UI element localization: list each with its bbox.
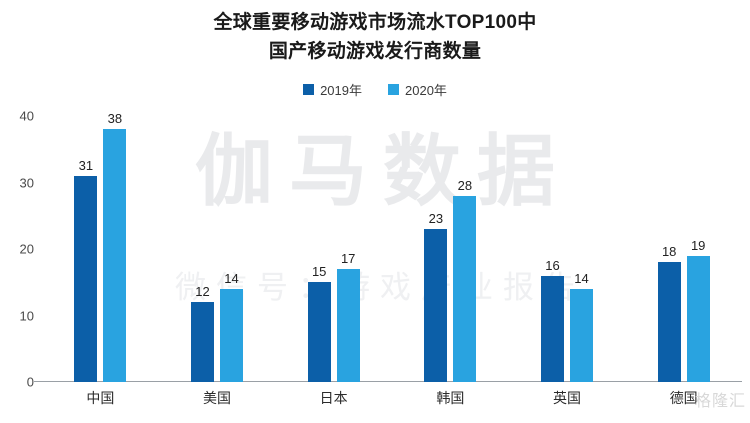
chart-title: 全球重要移动游戏市场流水TOP100中 国产移动游戏发行商数量 [0, 8, 750, 66]
bar-column[interactable]: 28 [453, 116, 477, 382]
bar-column[interactable]: 15 [307, 116, 331, 382]
bar-column[interactable]: 14 [570, 116, 594, 382]
bar-column[interactable]: 23 [424, 116, 448, 382]
bar[interactable] [453, 195, 477, 382]
bar[interactable] [307, 282, 331, 382]
x-tick-label: 日本 [319, 390, 348, 406]
legend-item-2020: 2020年 [388, 80, 447, 99]
plot-area: 31 38 12 14 15 17 23 28 16 14 18 19 [34, 111, 742, 382]
legend-label-2019: 2019年 [320, 83, 362, 98]
bar-pair: 31 38 [42, 111, 159, 382]
bar[interactable] [570, 288, 594, 382]
bar-value-label: 18 [661, 244, 677, 260]
bar-value-label: 17 [340, 250, 356, 266]
bar-group: 23 28 [392, 116, 509, 382]
bar[interactable] [424, 229, 448, 382]
x-tick-label: 德国 [669, 390, 698, 406]
bar[interactable] [686, 255, 710, 382]
bar-column[interactable]: 19 [686, 116, 710, 382]
bar-pair: 23 28 [392, 116, 509, 382]
x-tick-label: 美国 [203, 390, 231, 406]
y-axis-tick-labels: 0 10 20 30 40 [0, 109, 42, 390]
x-tick-label: 中国 [86, 390, 115, 406]
bar-pair: 18 19 [625, 116, 742, 382]
bar[interactable] [541, 275, 565, 382]
bar-column[interactable]: 14 [220, 116, 243, 382]
bar-pair: 16 14 [509, 116, 626, 382]
x-axis-tick-labels: 中国 美国 日本 韩国 英国 德国 [42, 388, 742, 408]
chart-title-line-2: 国产移动游戏发行商数量 [268, 41, 482, 62]
bar-value-label: 38 [107, 111, 123, 127]
bar[interactable] [74, 175, 98, 382]
y-tick-40: 40 [19, 108, 34, 124]
bar-value-label: 28 [457, 177, 473, 193]
bar[interactable] [220, 288, 243, 382]
bar-value-label: 14 [224, 270, 239, 286]
bar-group: 16 14 [509, 116, 626, 382]
legend-swatch-2019 [303, 84, 315, 95]
bar-pair: 12 14 [159, 116, 276, 382]
bar-group: 12 14 [159, 116, 276, 382]
chart-legend: 2019年 2020年 [0, 80, 750, 99]
bar-value-label: 31 [78, 157, 94, 173]
x-tick-label: 韩国 [436, 390, 465, 406]
bar-value-label: 19 [690, 237, 706, 253]
bar-value-label: 14 [574, 270, 589, 286]
bar-column[interactable]: 38 [103, 111, 127, 382]
y-tick-0: 0 [26, 374, 34, 390]
y-tick-30: 30 [19, 175, 34, 190]
bar[interactable] [657, 262, 681, 382]
bar-column[interactable]: 17 [336, 116, 360, 382]
bar-group: 15 17 [275, 116, 392, 382]
bar-value-label: 15 [311, 264, 327, 280]
bar-value-label: 23 [428, 211, 444, 227]
y-tick-10: 10 [19, 308, 34, 323]
x-tick-label: 英国 [553, 390, 582, 406]
bar[interactable] [191, 302, 214, 382]
y-tick-20: 20 [19, 241, 34, 257]
chart-title-line-1: 全球重要移动游戏市场流水TOP100中 [213, 12, 537, 33]
bar-group: 18 19 [625, 116, 742, 382]
legend-label-2020: 2020年 [405, 83, 447, 98]
bar-groups: 31 38 12 14 15 17 23 28 16 14 18 19 [42, 111, 742, 382]
bar-column[interactable]: 16 [541, 116, 565, 382]
bar-value-label: 12 [195, 284, 210, 300]
bar[interactable] [103, 129, 127, 382]
bar-value-label: 16 [545, 257, 560, 273]
legend-swatch-2020 [388, 84, 399, 95]
bar[interactable] [336, 268, 360, 382]
bar-group: 31 38 [42, 111, 159, 382]
legend-item-2019: 2019年 [303, 80, 362, 99]
bar-column[interactable]: 18 [657, 116, 681, 382]
bar-pair: 15 17 [275, 116, 392, 382]
bar-column[interactable]: 31 [74, 116, 98, 382]
x-axis-line [34, 381, 742, 382]
bar-column[interactable]: 12 [191, 116, 214, 382]
